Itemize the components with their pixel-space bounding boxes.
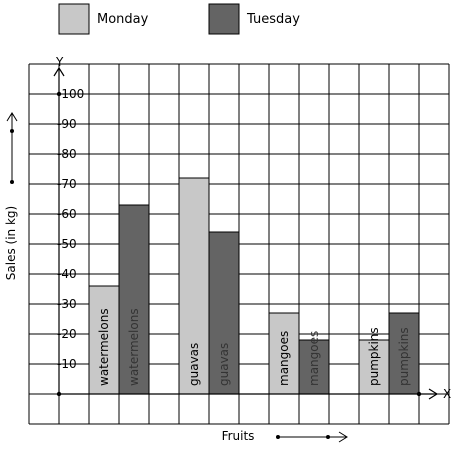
bar-category-label: mangoes xyxy=(277,331,291,386)
y-tick-label: -100 xyxy=(57,87,84,101)
bar-category-label: watermelons xyxy=(127,308,141,386)
bar-category-label: guavas xyxy=(217,343,231,386)
x-axis-letter: X xyxy=(443,387,451,401)
y-axis-arrowhead xyxy=(53,66,65,77)
chart-axes: X Y xyxy=(53,55,451,401)
bar-labels: watermelons watermelons guavas guavas mangoe… xyxy=(97,308,411,386)
bar-category-label: pumpkins xyxy=(367,327,381,386)
bar-category-label: watermelons xyxy=(97,308,111,386)
y-axis-top-point xyxy=(56,91,62,97)
bar xyxy=(88,285,120,395)
y-axis-title: Sales (in kg) xyxy=(4,206,18,280)
bar-category-label: pumpkins xyxy=(397,327,411,386)
y-tick-label: -70 xyxy=(57,177,77,191)
y-tick-label: -60 xyxy=(57,207,77,221)
x-axis-end-point xyxy=(416,391,422,397)
bar xyxy=(268,312,300,395)
bar xyxy=(298,339,330,395)
y-tick-label: -90 xyxy=(57,117,77,131)
bar xyxy=(388,312,420,395)
chart-legend: Monday Tuesday xyxy=(58,3,300,35)
y-tick-label: -20 xyxy=(57,327,77,341)
legend-swatch xyxy=(58,3,90,35)
y-axis-direction-arrow xyxy=(6,112,18,184)
x-axis-title: Fruits xyxy=(222,429,255,443)
y-axis-letter: Y xyxy=(55,55,64,69)
y-tick-label: -80 xyxy=(57,147,77,161)
origin-point xyxy=(56,391,62,397)
y-tick-label: -40 xyxy=(57,267,77,281)
legend-label: Tuesday xyxy=(246,12,300,27)
bar-category-label: guavas xyxy=(187,343,201,386)
y-tick-label: -10 xyxy=(57,357,77,371)
y-tick-label: -30 xyxy=(57,297,77,311)
y-tick-label: -50 xyxy=(57,237,77,251)
legend-swatch xyxy=(208,3,240,35)
x-axis-direction-arrow xyxy=(276,431,348,443)
chart-bars xyxy=(88,177,420,395)
x-axis-arrowhead xyxy=(428,388,439,400)
legend-label: Monday xyxy=(97,12,149,27)
y-tick-labels: -10 -20 -30 -40 -50 -60 -70 -80 -90 -100 xyxy=(57,87,84,371)
bar-category-label: mangoes xyxy=(307,331,321,386)
